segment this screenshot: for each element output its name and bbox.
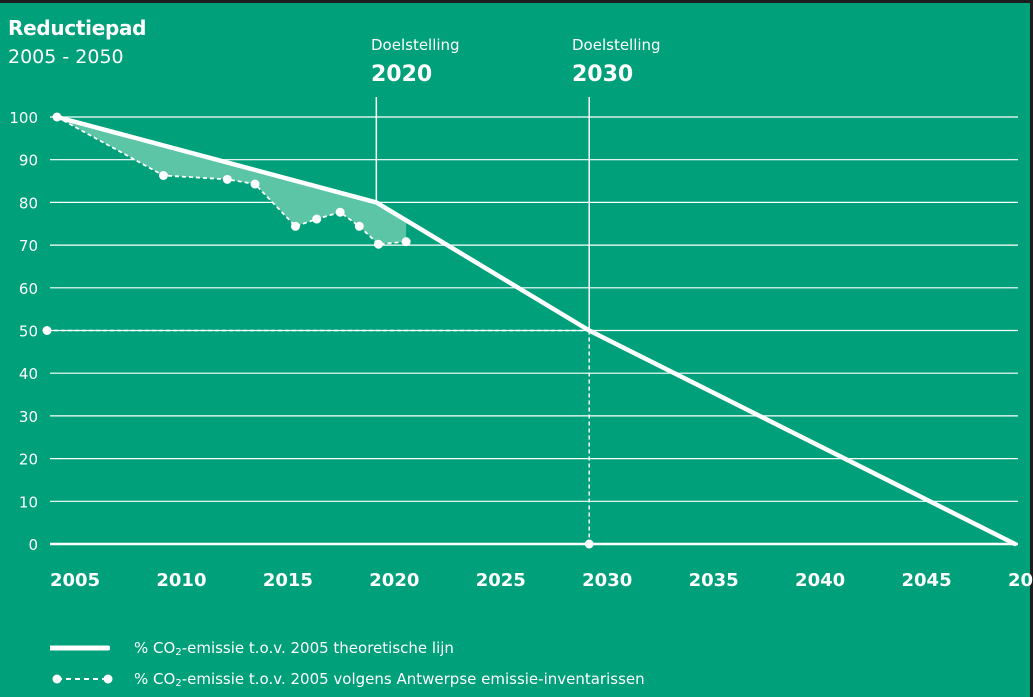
inventory-point-8 bbox=[373, 239, 383, 249]
x-tick-label-2045: 2045 bbox=[902, 570, 952, 591]
inventory-point-1 bbox=[158, 170, 168, 180]
gap-fill-areas bbox=[57, 117, 407, 245]
target-2030-label: Doelstelling bbox=[572, 36, 661, 54]
y-tick-label-0: 0 bbox=[28, 536, 38, 554]
y-tick-label-60: 60 bbox=[19, 280, 38, 298]
y-tick-label-50: 50 bbox=[19, 323, 38, 341]
target-2020-label: Doelstelling bbox=[371, 36, 460, 54]
chart-title: Reductiepad bbox=[8, 16, 147, 40]
inventory-point-7 bbox=[354, 221, 364, 231]
legend-item-inventory: % CO2-emissie t.o.v. 2005 volgens Antwer… bbox=[50, 667, 645, 691]
legend-dashed-swatch bbox=[52, 674, 113, 684]
series-line-inventory bbox=[56, 116, 407, 246]
inventory-point-0 bbox=[52, 112, 62, 122]
legend-solid-swatch bbox=[50, 645, 110, 651]
y-tick-label-100: 100 bbox=[9, 109, 38, 127]
reference-point-end bbox=[584, 539, 594, 549]
inventory-point-9 bbox=[401, 237, 411, 247]
series-markers bbox=[42, 112, 594, 549]
legend-label-theoretical: % CO2-emissie t.o.v. 2005 theoretische l… bbox=[134, 638, 454, 658]
legend-item-theoretical: % CO2-emissie t.o.v. 2005 theoretische l… bbox=[50, 636, 454, 660]
legend-label-inventory: % CO2-emissie t.o.v. 2005 volgens Antwer… bbox=[134, 669, 645, 689]
x-tick-label-2050: 2050 bbox=[1008, 570, 1033, 591]
x-tick-label-2010: 2010 bbox=[156, 570, 206, 591]
target-markers bbox=[47, 97, 590, 544]
y-tick-label-30: 30 bbox=[19, 408, 38, 426]
x-tick-label-2030: 2030 bbox=[582, 570, 632, 591]
inventory-point-3 bbox=[250, 179, 260, 189]
frame-top-edge bbox=[0, 0, 1033, 3]
target-2030-year: 2030 bbox=[572, 62, 634, 87]
reference-point-start bbox=[42, 326, 52, 335]
series-line-theoretical bbox=[54, 114, 1018, 547]
x-tick-label-2040: 2040 bbox=[795, 570, 845, 591]
y-tick-label-90: 90 bbox=[19, 152, 38, 170]
inventory-point-4 bbox=[290, 221, 300, 231]
x-tick-label-2015: 2015 bbox=[263, 570, 313, 591]
inventory-point-5 bbox=[312, 214, 322, 224]
frame-right-edge bbox=[1030, 0, 1033, 697]
target-2020-year: 2020 bbox=[371, 62, 433, 87]
gap-fill-area bbox=[57, 117, 407, 245]
x-tick-label-2025: 2025 bbox=[476, 570, 526, 591]
chart-subtitle: 2005 - 2050 bbox=[8, 46, 124, 68]
inventory-point-6 bbox=[335, 207, 345, 217]
x-tick-label-2005: 2005 bbox=[50, 570, 100, 591]
x-tick-label-2035: 2035 bbox=[689, 570, 739, 591]
inventory-point-2 bbox=[222, 174, 232, 184]
y-tick-label-70: 70 bbox=[19, 237, 38, 255]
y-axis-ticks: 0 10 20 30 40 50 60 70 80 90 100 bbox=[9, 109, 38, 554]
y-tick-label-10: 10 bbox=[19, 493, 38, 511]
y-tick-label-40: 40 bbox=[19, 365, 38, 383]
y-tick-label-80: 80 bbox=[19, 194, 38, 212]
x-tick-label-2020: 2020 bbox=[369, 570, 419, 591]
y-tick-label-20: 20 bbox=[19, 451, 38, 469]
series-lines bbox=[54, 114, 1018, 547]
x-axis-ticks: 2005 2010 2015 2020 2025 2030 2035 2040 2045 2050 bbox=[50, 570, 1033, 591]
